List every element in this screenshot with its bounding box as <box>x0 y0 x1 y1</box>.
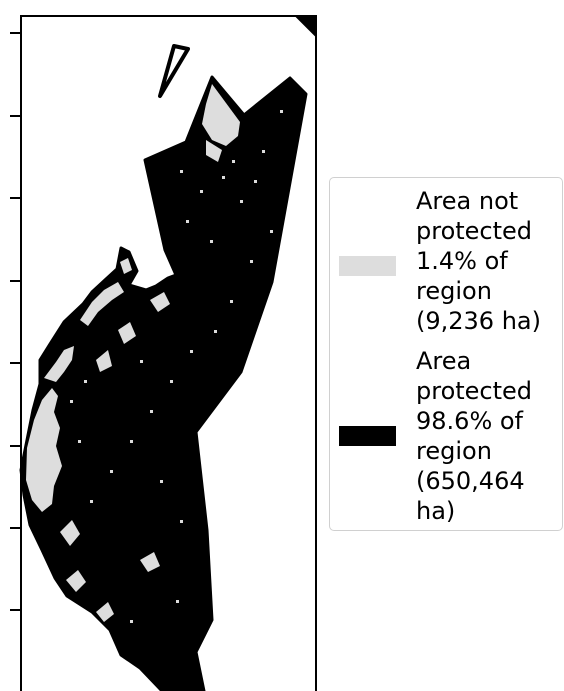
protected-region <box>19 75 308 691</box>
y-axis-ticks <box>10 32 20 611</box>
map-frame <box>20 15 317 691</box>
legend-label-not-protected: Area not protected 1.4% of region (9,236… <box>416 187 541 335</box>
legend-label-protected: Area protected 98.6% of region (650,464 … <box>416 347 533 525</box>
unprotected-areas <box>26 84 283 623</box>
legend: Area not protected 1.4% of region (9,236… <box>329 177 563 531</box>
region-island <box>158 44 190 98</box>
legend-swatch-not-protected <box>339 256 396 276</box>
legend-swatch-protected <box>339 426 396 446</box>
region-fragment-corner <box>293 15 317 39</box>
